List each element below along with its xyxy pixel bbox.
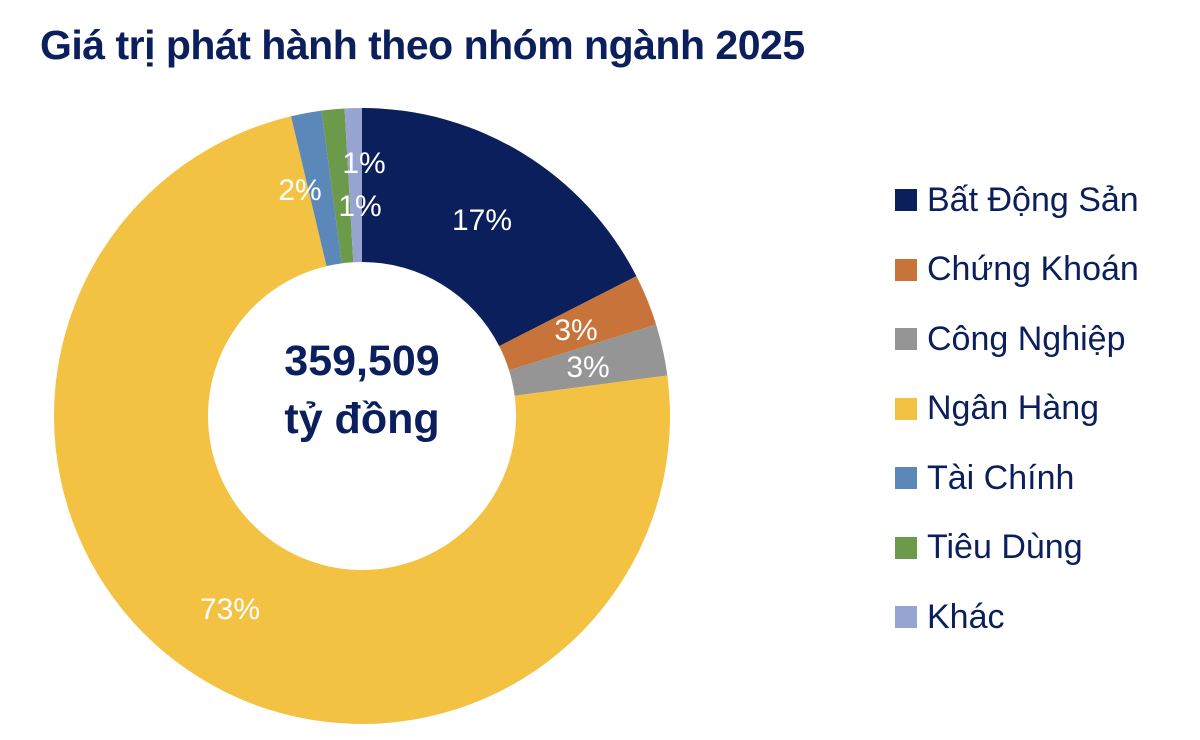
- donut-data-labels: 17% 3% 3% 73% 2% 1% 1%: [200, 147, 610, 626]
- legend-item-bat-dong-san: Bất Động Sản: [895, 180, 1139, 220]
- legend-swatch-icon: [895, 397, 917, 420]
- donut-segment-ngân-hàng: [54, 116, 670, 725]
- legend-label: Chứng Khoán: [927, 250, 1139, 288]
- donut-segment-công-nghiệp: [509, 324, 668, 396]
- legend-swatch-icon: [895, 258, 917, 281]
- legend: Bất Động Sản Chứng Khoán Công Nghiệp Ngâ…: [895, 180, 1139, 667]
- data-label: 3%: [554, 314, 597, 347]
- legend-label: Bất Động Sản: [927, 180, 1139, 219]
- legend-swatch-icon: [895, 328, 917, 350]
- legend-label: Tài Chính: [927, 458, 1075, 497]
- donut-segment-bất-động-sản: [362, 108, 637, 347]
- donut-chart: 17% 3% 3% 73% 2% 1% 1%: [54, 108, 670, 725]
- legend-label: Tiêu Dùng: [927, 528, 1083, 566]
- chart-title: Giá trị phát hành theo nhóm ngành 2025: [40, 22, 805, 68]
- data-label: 73%: [200, 593, 260, 626]
- center-total-value: 359,509: [284, 337, 440, 385]
- legend-item-tai-chinh: Tài Chính: [895, 458, 1139, 498]
- donut-segment-chứng-khoán: [499, 276, 657, 371]
- data-label: 3%: [566, 351, 609, 384]
- legend-item-cong-nghiep: Công Nghiệp: [895, 319, 1139, 359]
- legend-label: Ngân Hàng: [927, 389, 1100, 427]
- data-label: 2%: [278, 174, 321, 207]
- donut-segments: [54, 108, 670, 725]
- legend-swatch-icon: [895, 536, 917, 559]
- donut-segment-tiêu-dùng: [321, 108, 354, 264]
- data-label: 1%: [338, 190, 381, 223]
- legend-swatch-icon: [895, 606, 917, 628]
- legend-label: Khác: [927, 597, 1005, 636]
- donut-segment-khác: [344, 108, 362, 263]
- legend-swatch-icon: [895, 189, 917, 211]
- legend-label: Công Nghiệp: [927, 319, 1126, 358]
- legend-item-ngan-hang: Ngân Hàng: [895, 389, 1139, 429]
- center-total-unit: tỷ đồng: [284, 395, 440, 443]
- data-label: 1%: [342, 147, 385, 180]
- legend-item-tieu-dung: Tiêu Dùng: [895, 528, 1139, 568]
- legend-swatch-icon: [895, 467, 917, 489]
- donut-segment-tài-chính: [291, 110, 342, 267]
- legend-item-khac: Khác: [895, 597, 1139, 637]
- legend-item-chung-khoan: Chứng Khoán: [895, 250, 1139, 290]
- data-label: 17%: [452, 204, 512, 237]
